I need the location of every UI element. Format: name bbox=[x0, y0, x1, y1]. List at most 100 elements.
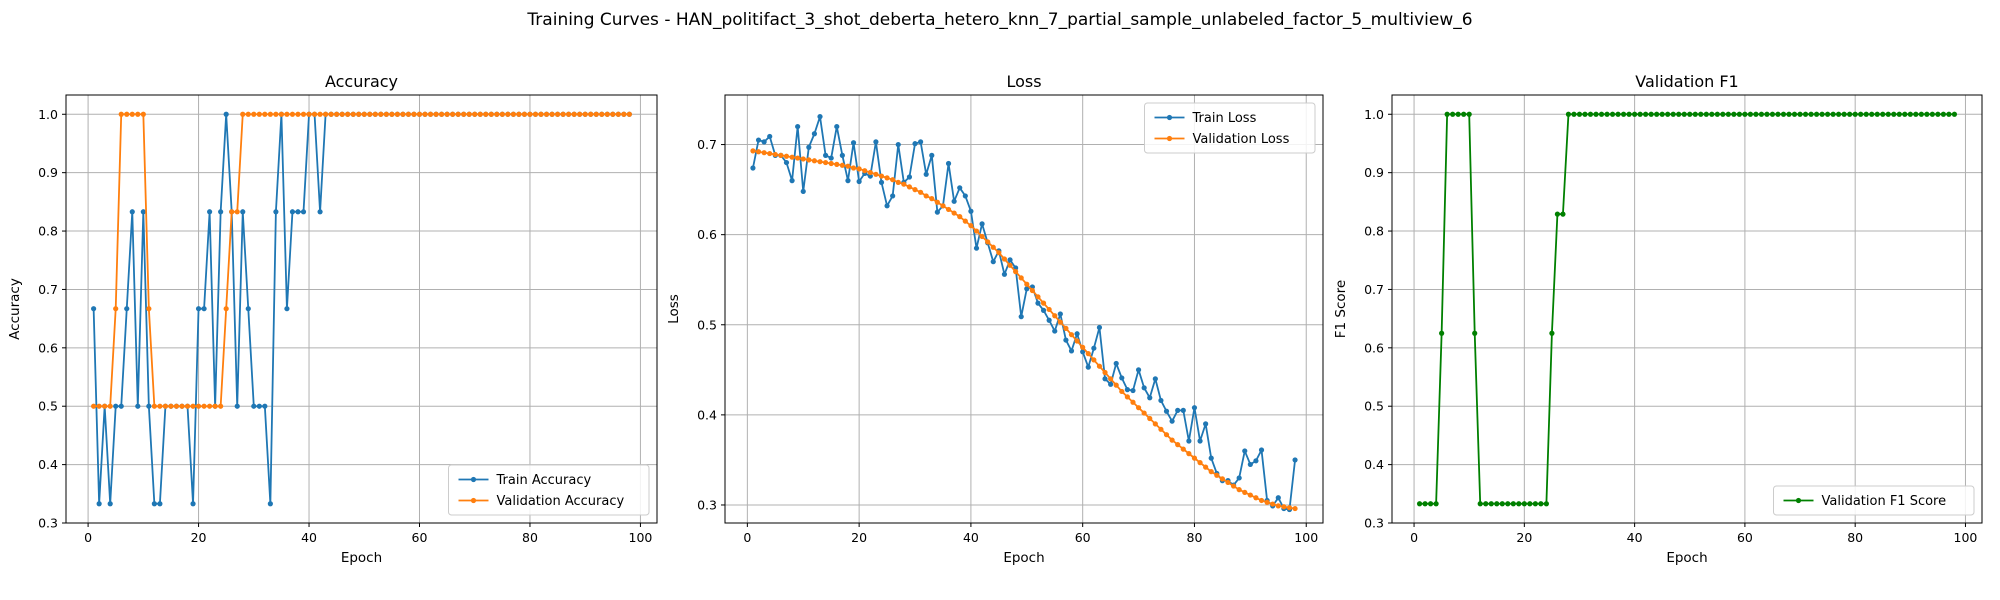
data-point-validation-accuracy bbox=[212, 403, 218, 409]
data-point-validation-loss bbox=[951, 210, 957, 216]
data-point-validation-accuracy bbox=[96, 403, 102, 409]
y-tick-label: 1.0 bbox=[1364, 107, 1384, 122]
data-point-validation-accuracy bbox=[571, 111, 577, 117]
data-point-validation-loss bbox=[789, 154, 795, 160]
data-point-validation-f1-score bbox=[1847, 111, 1853, 117]
data-point-validation-f1-score bbox=[1472, 330, 1478, 336]
data-point-validation-accuracy bbox=[146, 306, 152, 312]
data-point-train-loss bbox=[1108, 381, 1114, 387]
data-point-validation-f1-score bbox=[1483, 501, 1489, 507]
data-point-validation-loss bbox=[906, 184, 913, 190]
data-point-validation-f1-score bbox=[1516, 501, 1522, 507]
x-tick-label: 40 bbox=[1627, 530, 1643, 545]
y-tick-label: 0.4 bbox=[697, 407, 717, 422]
data-point-train-loss bbox=[1292, 457, 1298, 463]
data-point-validation-accuracy bbox=[527, 111, 533, 117]
data-point-validation-loss bbox=[778, 152, 784, 158]
x-tick-label: 0 bbox=[84, 530, 92, 545]
data-point-validation-f1-score bbox=[1571, 111, 1577, 117]
data-point-train-accuracy bbox=[256, 403, 262, 409]
data-point-validation-f1-score bbox=[1753, 111, 1759, 117]
data-point-validation-loss bbox=[817, 159, 823, 165]
panel-title: Loss bbox=[1006, 72, 1041, 91]
data-point-train-loss bbox=[1046, 317, 1052, 323]
figure-suptitle: Training Curves - HAN_politifact_3_shot_… bbox=[526, 10, 1472, 30]
data-point-validation-f1-score bbox=[1852, 111, 1858, 117]
y-tick-label: 0.3 bbox=[697, 497, 717, 512]
data-point-validation-accuracy bbox=[350, 111, 356, 117]
y-tick-label: 0.5 bbox=[38, 399, 58, 414]
data-point-validation-f1-score bbox=[1604, 111, 1610, 117]
legend: Train Accuracy Validation Accuracy bbox=[448, 464, 650, 516]
data-point-validation-loss bbox=[1113, 382, 1119, 388]
data-point-validation-loss bbox=[1024, 281, 1030, 287]
data-point-validation-f1-score bbox=[1786, 111, 1792, 117]
y-tick-label: 0.3 bbox=[1364, 516, 1384, 531]
data-point-validation-loss bbox=[1214, 472, 1220, 478]
data-point-validation-loss bbox=[767, 150, 773, 157]
data-point-validation-loss bbox=[1074, 338, 1080, 344]
data-point-train-loss bbox=[951, 198, 957, 204]
legend-marker-train-loss bbox=[1166, 114, 1173, 121]
data-point-validation-accuracy bbox=[91, 403, 97, 409]
legend-marker-validation-accuracy bbox=[470, 497, 477, 504]
legend-label: Train Accuracy bbox=[496, 473, 592, 488]
data-point-train-loss bbox=[1253, 458, 1259, 464]
series-line-train-loss bbox=[752, 115, 1296, 511]
data-point-validation-f1-score bbox=[1709, 111, 1715, 117]
data-point-validation-accuracy bbox=[151, 403, 157, 409]
data-point-train-loss bbox=[1163, 408, 1170, 414]
data-point-validation-f1-score bbox=[1858, 111, 1864, 117]
data-point-validation-loss bbox=[979, 233, 985, 240]
data-point-validation-accuracy bbox=[113, 306, 119, 312]
data-point-validation-accuracy bbox=[450, 111, 456, 117]
y-tick-label: 0.6 bbox=[1364, 340, 1384, 355]
legend-label: Validation Accuracy bbox=[497, 494, 625, 509]
data-point-train-accuracy bbox=[245, 306, 251, 312]
data-point-validation-f1-score bbox=[1692, 111, 1698, 117]
data-point-validation-loss bbox=[1063, 325, 1069, 331]
data-point-validation-loss bbox=[962, 218, 968, 224]
data-point-train-accuracy bbox=[157, 501, 163, 507]
data-point-train-accuracy bbox=[91, 306, 97, 312]
y-tick-label: 0.8 bbox=[1364, 224, 1384, 239]
data-point-validation-accuracy bbox=[604, 111, 610, 117]
data-point-validation-accuracy bbox=[311, 111, 318, 117]
data-point-validation-loss bbox=[1236, 487, 1242, 493]
data-point-train-loss bbox=[979, 221, 985, 227]
data-point-validation-loss bbox=[850, 165, 857, 171]
data-point-validation-loss bbox=[968, 223, 974, 229]
data-point-validation-accuracy bbox=[560, 111, 566, 117]
data-point-validation-accuracy bbox=[621, 111, 627, 117]
x-axis-label: Epoch bbox=[1003, 550, 1044, 566]
legend-marker-validation-loss bbox=[1166, 135, 1173, 142]
data-point-validation-f1-score bbox=[1499, 501, 1505, 507]
data-point-validation-loss bbox=[1001, 256, 1008, 262]
data-point-validation-f1-score bbox=[1576, 111, 1583, 117]
data-point-validation-accuracy bbox=[494, 111, 500, 117]
x-tick-label: 80 bbox=[1187, 530, 1203, 545]
data-point-validation-f1-score bbox=[1714, 111, 1720, 117]
series-line-validation-loss bbox=[752, 149, 1296, 510]
data-point-validation-loss bbox=[1130, 399, 1136, 405]
data-point-validation-loss bbox=[1186, 451, 1192, 457]
data-point-validation-f1-score bbox=[1891, 111, 1897, 117]
x-axis-label: Epoch bbox=[341, 550, 382, 566]
data-point-train-loss bbox=[1130, 387, 1136, 394]
data-point-validation-loss bbox=[1286, 505, 1293, 511]
data-point-validation-loss bbox=[890, 177, 896, 183]
data-point-train-loss bbox=[1275, 495, 1281, 501]
data-point-train-loss bbox=[867, 173, 873, 179]
data-point-train-loss bbox=[1147, 395, 1153, 401]
data-point-train-loss bbox=[1141, 385, 1147, 391]
data-point-validation-f1-score bbox=[1808, 111, 1814, 117]
data-point-validation-f1-score bbox=[1841, 111, 1847, 117]
data-point-train-loss bbox=[1063, 337, 1069, 343]
data-point-validation-accuracy bbox=[135, 111, 141, 117]
data-point-validation-loss bbox=[985, 239, 991, 245]
data-point-validation-accuracy bbox=[295, 111, 301, 117]
legend-label: Train Loss bbox=[1192, 111, 1257, 126]
data-point-validation-f1-score bbox=[1626, 111, 1632, 117]
data-point-validation-f1-score bbox=[1648, 111, 1654, 117]
